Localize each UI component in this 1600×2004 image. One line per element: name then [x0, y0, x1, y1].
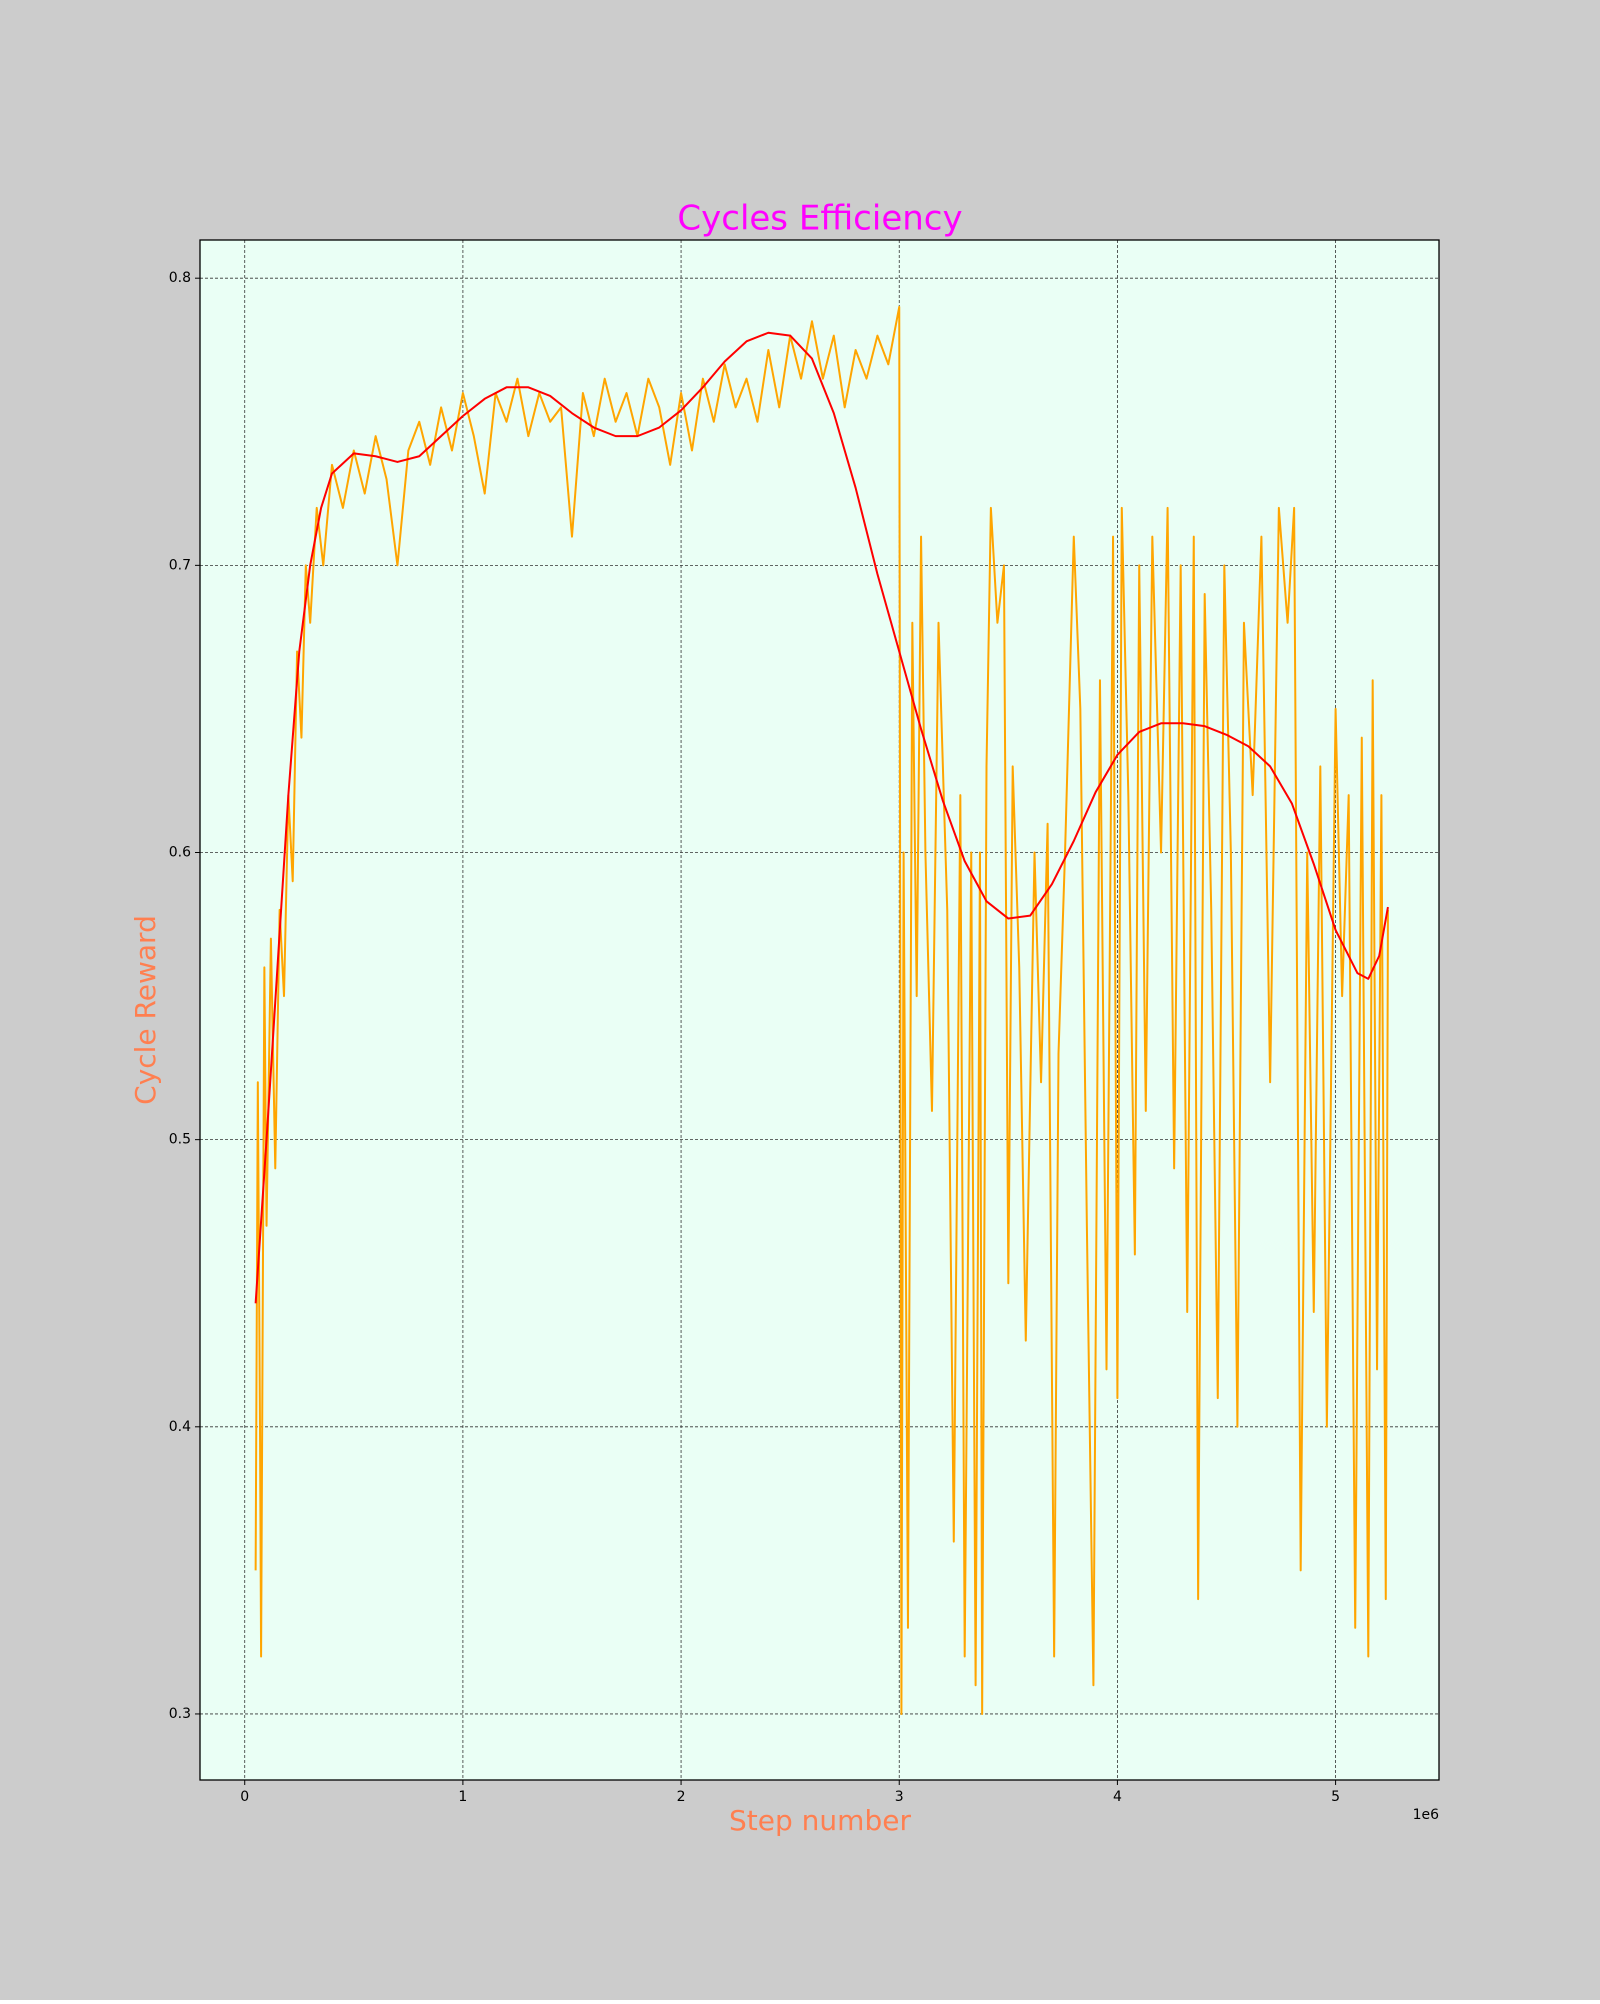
data-line	[254, 331, 1389, 1304]
x-tick-label: 4	[1113, 1789, 1122, 1805]
y-tick-label: 0.4	[169, 1419, 191, 1435]
x-tick-label: 2	[677, 1789, 686, 1805]
y-tick-label: 0.3	[169, 1706, 191, 1722]
plot-background	[200, 240, 1439, 1780]
y-tick-label: 0.6	[169, 844, 191, 860]
y-axis-label: Cycle Reward	[129, 915, 162, 1105]
plot-frame	[199, 239, 1440, 1781]
data-line	[254, 305, 1389, 1715]
grid	[200, 240, 1439, 1780]
x-offset-label: 1e6	[1413, 1807, 1440, 1823]
x-tick-label: 1	[458, 1789, 467, 1805]
x-axis-label: Step number	[729, 1804, 911, 1837]
lines	[254, 305, 1389, 1715]
y-tick-label: 0.5	[169, 1132, 191, 1148]
x-tick-label: 5	[1331, 1789, 1340, 1805]
x-tick-label: 3	[895, 1789, 904, 1805]
chart-title: Cycles Efficiency	[677, 199, 962, 239]
y-tick-label: 0.7	[169, 557, 191, 573]
y-tick-label: 0.8	[169, 270, 191, 286]
x-tick-label: 0	[240, 1789, 249, 1805]
